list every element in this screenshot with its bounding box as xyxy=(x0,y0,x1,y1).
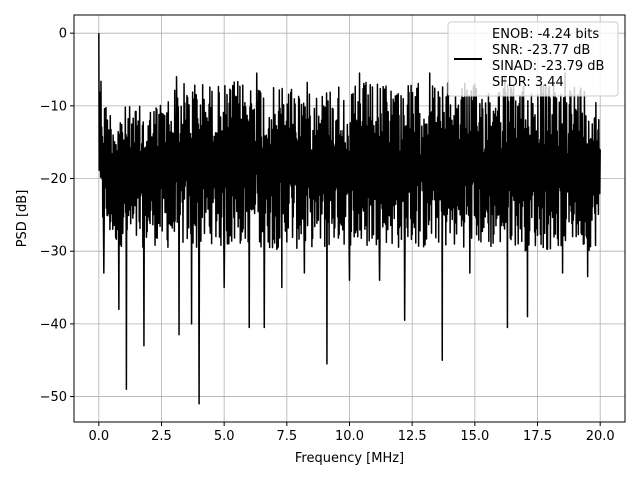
y-tick-label: 0 xyxy=(59,27,67,42)
y-tick-label: −20 xyxy=(40,172,67,187)
x-tick-label: 15.0 xyxy=(460,429,489,444)
y-axis-label: PSD [dB] xyxy=(15,190,30,248)
x-tick-label: 0.0 xyxy=(88,429,109,444)
legend-enob: ENOB: -4.24 bits xyxy=(492,27,599,42)
legend-box xyxy=(447,21,619,97)
psd-line xyxy=(98,33,601,405)
y-tick-label: −10 xyxy=(40,99,67,114)
y-tick-label: −50 xyxy=(40,390,67,405)
y-tick-label: −40 xyxy=(40,317,67,332)
legend: ENOB: -4.24 bits SNR: -23.77 dB SINAD: -… xyxy=(447,21,619,97)
legend-sfdr: SFDR: 3.44 xyxy=(492,75,564,90)
x-axis-label: Frequency [MHz] xyxy=(295,451,404,466)
legend-sinad: SINAD: -23.79 dB xyxy=(492,59,604,74)
x-tick-label: 10.0 xyxy=(335,429,364,444)
x-tick-label: 2.5 xyxy=(151,429,172,444)
psd-trace xyxy=(98,33,601,405)
x-tick-label: 5.0 xyxy=(214,429,235,444)
x-tick-label: 20.0 xyxy=(586,429,615,444)
x-tick-label: 12.5 xyxy=(398,429,427,444)
x-tick-label: 17.5 xyxy=(523,429,552,444)
plot-frame xyxy=(73,14,626,423)
y-tick-label: −30 xyxy=(40,245,67,260)
axis-ticks: 0.0 2.5 5.0 7.5 10.0 12.5 15.0 17.5 20.0 0 −10 −20 −… xyxy=(40,27,615,444)
legend-snr: SNR: -23.77 dB xyxy=(492,43,590,58)
x-tick-label: 7.5 xyxy=(276,429,297,444)
